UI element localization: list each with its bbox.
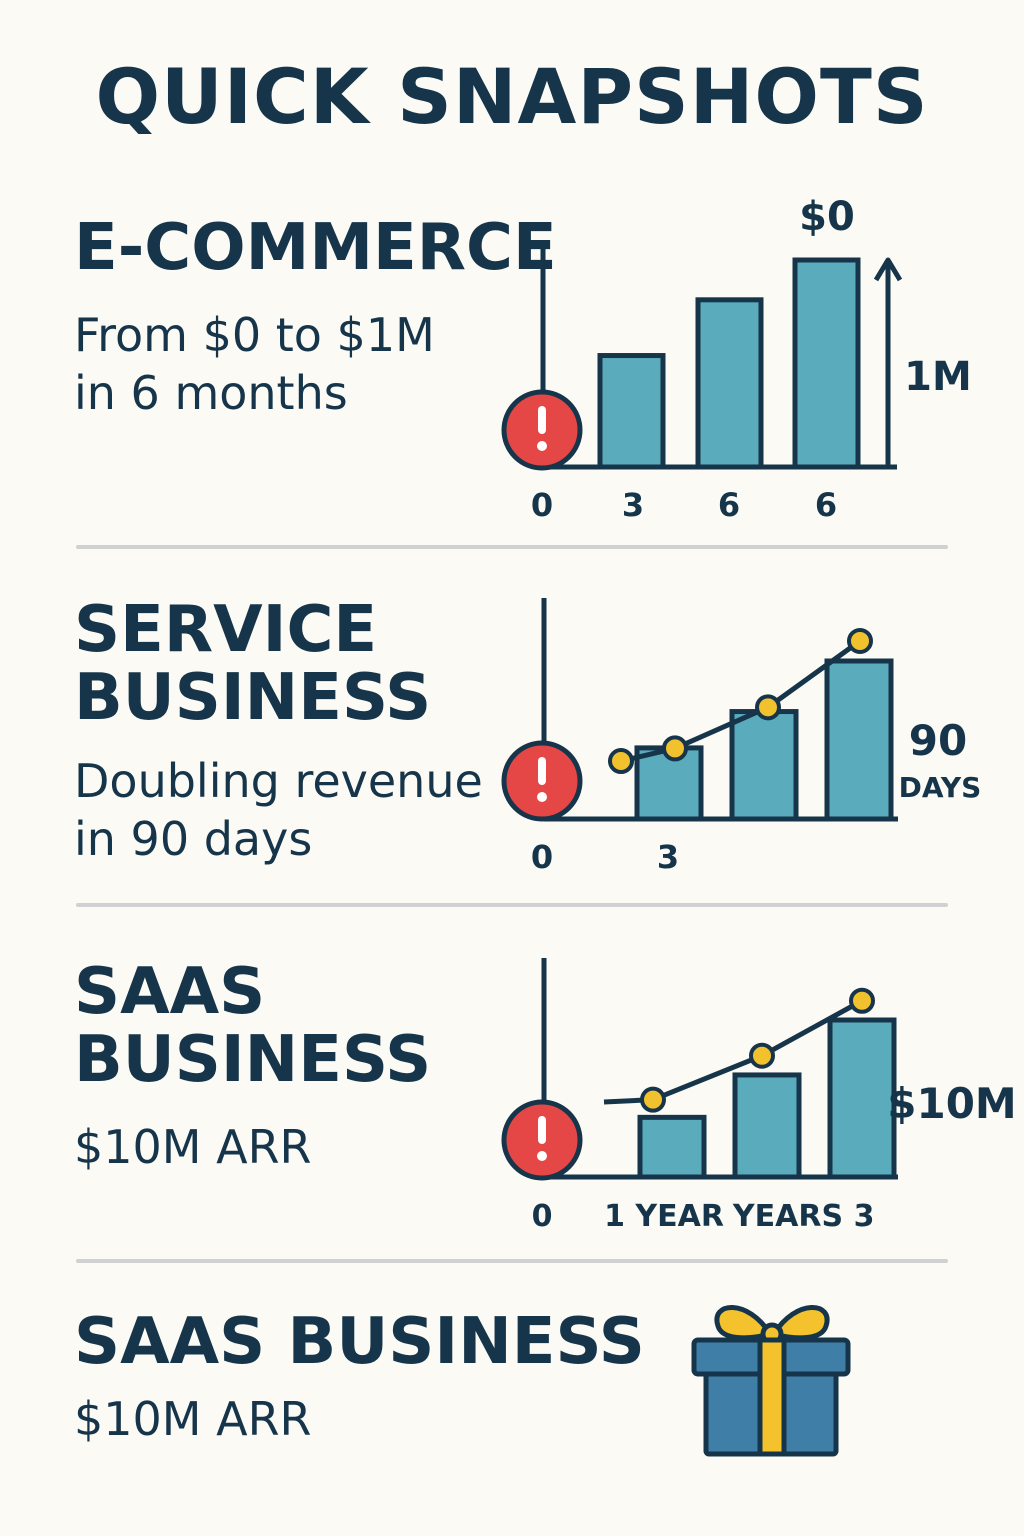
x-tick-label: 3 <box>854 1199 875 1234</box>
alert-icon-bar <box>538 1116 546 1144</box>
trend-point <box>749 1042 775 1069</box>
bar <box>729 709 799 822</box>
trend-point <box>640 1086 666 1113</box>
ecommerce-bar-chart: 0 3 6 6 $0 1M <box>501 194 972 524</box>
alert-icon-dot <box>537 792 547 802</box>
alert-icon-bar <box>538 757 546 785</box>
x-tick-label: 3 <box>622 486 644 524</box>
service-bar-line-chart: 0 3 90 DAYS <box>501 598 982 876</box>
annotation-side-sublabel: DAYS <box>899 771 982 804</box>
annotation-top-label: $0 <box>799 194 855 240</box>
trend-point <box>662 735 688 762</box>
section-heading: E-COMMERCE <box>74 211 557 285</box>
annotation-side-label: 90 <box>909 716 967 765</box>
trend-point <box>608 748 634 775</box>
trend-point <box>847 627 873 654</box>
x-tick-label: 1 YEAR <box>604 1199 724 1234</box>
section-ecommerce: E-COMMERCE From $0 to $1M in 6 months 0 3… <box>0 0 1024 540</box>
trend-line <box>620 638 862 764</box>
section-divider <box>76 903 948 907</box>
arrow-up-head <box>873 257 903 282</box>
trend-point <box>755 694 781 721</box>
alert-icon-dot <box>537 1151 547 1161</box>
x-tick-label: 0 <box>532 1199 553 1234</box>
section-heading: SAAS BUSINESS <box>74 1305 645 1379</box>
section-subtext: Doubling revenue in 90 days <box>74 754 483 866</box>
x-tick-label: 3 <box>657 838 679 876</box>
x-tick-label: 6 <box>815 486 837 524</box>
section-subtext: From $0 to $1M in 6 months <box>74 308 435 420</box>
bar <box>732 1072 802 1180</box>
annotation-side-label: 1M <box>904 354 972 400</box>
trend-line <box>603 998 864 1105</box>
section-subtext: $10M ARR <box>74 1392 312 1446</box>
trend-point <box>849 987 875 1014</box>
bar <box>792 257 861 470</box>
bar <box>637 1114 707 1180</box>
alert-icon-bar <box>538 406 546 434</box>
gift-icon <box>691 1305 851 1457</box>
alert-icon-dot <box>537 441 547 451</box>
section-heading: SERVICE BUSINESS <box>74 593 432 735</box>
bar <box>695 297 764 470</box>
bar <box>827 1017 897 1180</box>
bar <box>597 353 666 470</box>
bar <box>824 658 894 822</box>
section-divider <box>76 1259 948 1263</box>
section-divider <box>76 545 948 549</box>
section-heading: SAAS BUSINESS <box>74 955 432 1097</box>
x-tick-label: 0 <box>531 838 553 876</box>
x-tick-label: 0 <box>531 486 553 524</box>
section-subtext: $10M ARR <box>74 1120 312 1174</box>
annotation-side-label: $10M <box>887 1079 1016 1128</box>
page-title: QUICK SNAPSHOTS <box>95 52 929 141</box>
x-tick-label: 6 <box>718 486 740 524</box>
saas-bar-line-chart: 0 1 YEAR YEARS 3 $10M <box>501 958 1017 1234</box>
x-tick-label: YEARS <box>732 1199 843 1234</box>
